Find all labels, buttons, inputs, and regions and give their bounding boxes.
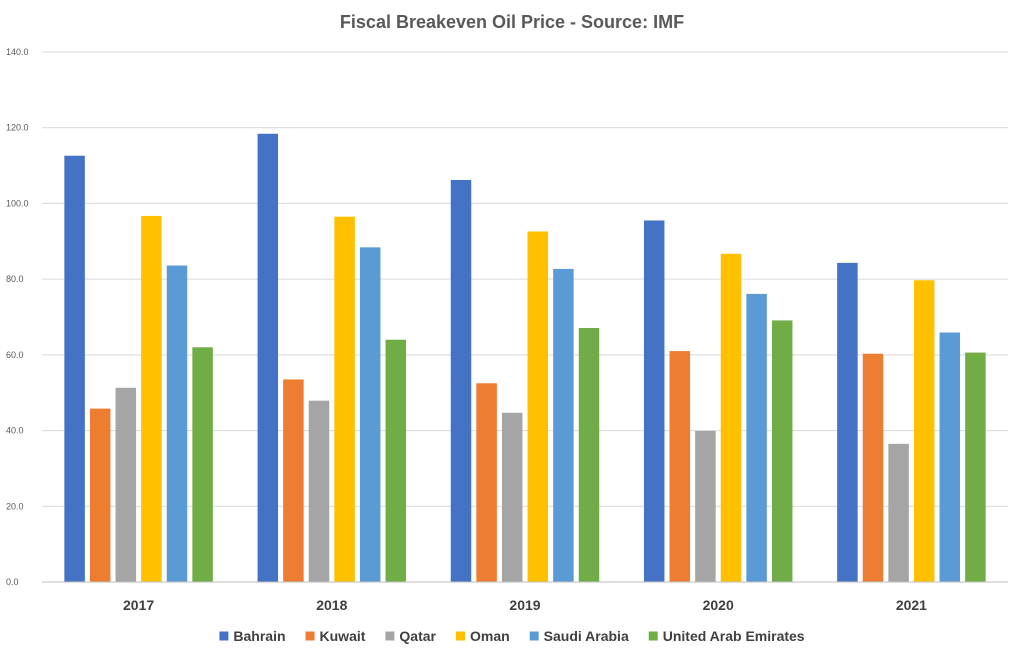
legend-swatch: [648, 631, 658, 641]
bar-oman-2018: [334, 216, 355, 582]
x-tick-label: 2021: [896, 597, 927, 613]
legend: Bahrain Kuwait Qatar Oman Saudi Arabia United…: [219, 628, 805, 644]
bar-united-arab-emirates-2020: [771, 320, 793, 582]
legend-item-united-arab-emirates: United Arab Emirates: [648, 628, 805, 644]
x-tick-label: 2018: [316, 597, 347, 613]
bar-oman-2017: [141, 215, 162, 582]
bar-oman-2019: [527, 231, 549, 582]
legend-swatch: [455, 631, 465, 641]
legend-label: United Arab Emirates: [663, 628, 805, 644]
bar-bahrain-2021: [837, 262, 858, 582]
bars: [64, 133, 986, 583]
bar-kuwait-2020: [669, 351, 691, 582]
bar-kuwait-2021: [862, 353, 884, 582]
bar-kuwait-2019: [476, 383, 497, 582]
legend-label: Qatar: [399, 628, 436, 644]
x-tick-label: 2020: [703, 597, 734, 613]
bar-qatar-2019: [501, 412, 523, 582]
chart-title: Fiscal Breakeven Oil Price - Source: IMF: [339, 12, 685, 32]
bar-qatar-2021: [888, 443, 909, 582]
x-tick-label: 2019: [509, 597, 540, 613]
bar-saudi-arabia-2021: [939, 332, 961, 582]
bar-qatar-2020: [695, 430, 716, 582]
y-tick-label: 40.0: [6, 426, 24, 436]
x-tick-label: 2017: [123, 597, 154, 613]
legend-label: Kuwait: [320, 628, 366, 644]
bar-oman-2020: [720, 253, 742, 582]
y-tick-label: 100.0: [6, 198, 29, 208]
legend-swatch: [529, 631, 539, 641]
legend-label: Saudi Arabia: [544, 628, 629, 644]
legend-label: Oman: [470, 628, 510, 644]
bar-bahrain-2017: [64, 155, 85, 582]
legend-swatch: [219, 631, 229, 641]
bar-kuwait-2017: [89, 408, 111, 582]
bar-qatar-2018: [308, 400, 330, 582]
bar-saudi-arabia-2018: [359, 247, 381, 583]
legend-item-kuwait: Kuwait: [305, 628, 366, 644]
bar-saudi-arabia-2020: [746, 293, 767, 582]
bar-united-arab-emirates-2017: [192, 347, 213, 582]
legend-item-bahrain: Bahrain: [219, 628, 286, 644]
legend-swatch: [305, 631, 315, 641]
y-axis-ticks: 0.0 20.0 40.0 60.0 80.0 100.0 120.0 140.0: [6, 47, 29, 587]
bar-united-arab-emirates-2021: [965, 352, 986, 582]
y-tick-label: 140.0: [6, 47, 29, 57]
bar-united-arab-emirates-2019: [578, 327, 600, 582]
bar-kuwait-2018: [283, 379, 304, 582]
bar-saudi-arabia-2017: [166, 265, 188, 582]
bar-bahrain-2019: [450, 179, 472, 582]
legend-item-qatar: Qatar: [385, 628, 437, 644]
legend-item-oman: Oman: [455, 628, 510, 644]
bar-bahrain-2018: [257, 133, 279, 582]
y-tick-label: 60.0: [6, 350, 24, 360]
bar-oman-2021: [913, 280, 935, 582]
bar-bahrain-2020: [643, 220, 665, 582]
legend-label: Bahrain: [233, 628, 285, 644]
legend-item-saudi-arabia: Saudi Arabia: [529, 628, 629, 644]
y-tick-label: 120.0: [6, 123, 29, 133]
y-tick-label: 20.0: [6, 501, 24, 511]
bar-united-arab-emirates-2018: [385, 339, 407, 582]
y-tick-label: 0.0: [6, 577, 19, 587]
bar-qatar-2017: [115, 387, 137, 582]
x-axis-labels: 2017 2018 2019 2020 2021: [123, 597, 927, 613]
legend-swatch: [385, 631, 395, 641]
bar-saudi-arabia-2019: [553, 268, 574, 582]
y-tick-label: 80.0: [6, 274, 24, 284]
